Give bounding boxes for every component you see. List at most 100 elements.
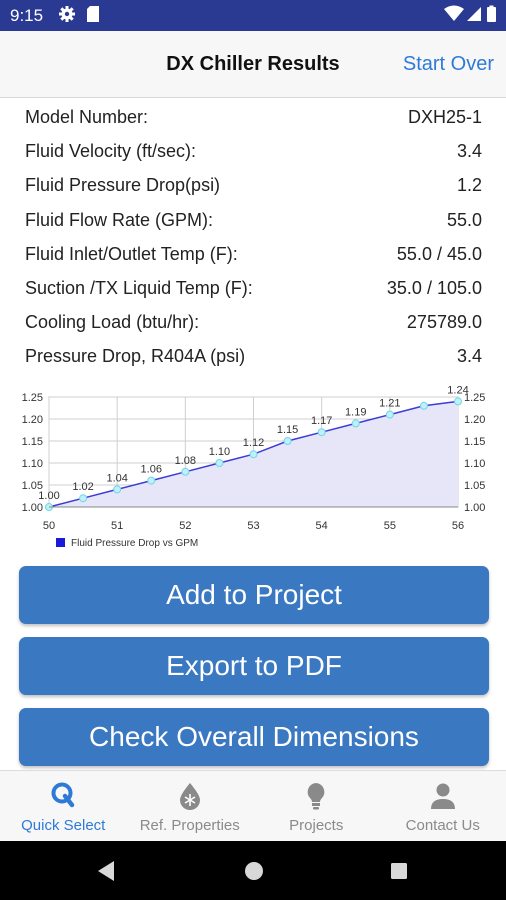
legend-label: Fluid Pressure Drop vs GPM <box>71 538 198 549</box>
result-row-fluid-temp: Fluid Inlet/Outlet Temp (F): 55.0 / 45.0 <box>25 237 482 271</box>
series-point <box>249 450 258 459</box>
y-tick-label-left: 1.25 <box>22 392 43 404</box>
data-label: 1.10 <box>209 446 230 458</box>
x-tick-label: 55 <box>384 520 396 532</box>
result-value: 35.0 / 105.0 <box>386 277 482 298</box>
result-label: Suction /TX Liquid Temp (F): <box>25 277 253 298</box>
system-navigation-bar <box>0 841 506 900</box>
result-row-fluid-pressure-drop: Fluid Pressure Drop(psi) 1.2 <box>25 168 482 202</box>
series-point <box>419 401 428 410</box>
y-tick-label-left: 1.05 <box>22 480 43 492</box>
result-value: 3.4 <box>456 141 482 162</box>
result-row-model-number: Model Number: DXH25-1 <box>25 100 482 134</box>
data-label: 1.24 <box>447 384 468 396</box>
tab-label: Quick Select <box>21 817 106 834</box>
y-tick-label-right: 1.25 <box>464 392 485 404</box>
x-tick-label: 52 <box>179 520 191 532</box>
x-tick-label: 53 <box>247 520 259 532</box>
snowflake-drop-icon <box>177 781 203 816</box>
result-label: Fluid Flow Rate (GPM): <box>25 209 214 230</box>
series-point <box>351 419 360 428</box>
tab-bar: Quick Select Ref. Properties Projects Co… <box>0 770 506 841</box>
person-icon <box>430 781 456 816</box>
series-point <box>283 437 292 445</box>
result-value: 55.0 <box>446 209 482 230</box>
series-point <box>317 428 326 437</box>
tab-quick-select[interactable]: Quick Select <box>0 771 127 842</box>
data-label: 1.12 <box>243 437 264 449</box>
x-tick-label: 56 <box>452 520 464 532</box>
tab-label: Projects <box>289 817 344 834</box>
result-row-fluid-flow-rate: Fluid Flow Rate (GPM): 55.0 <box>25 203 482 237</box>
result-value: 1.2 <box>456 175 482 196</box>
navigation-bar: DX Chiller Results Start Over <box>0 31 506 98</box>
battery-icon <box>486 5 497 28</box>
result-value: 275789.0 <box>406 312 482 333</box>
start-over-button[interactable]: Start Over <box>402 53 494 75</box>
data-label: 1.19 <box>345 406 366 418</box>
y-tick-label-left: 1.10 <box>22 458 43 470</box>
wifi-icon <box>444 5 464 28</box>
quick-select-icon <box>50 781 76 816</box>
status-time: 9:15 <box>10 6 44 25</box>
check-dimensions-button[interactable]: Check Overall Dimensions <box>19 708 489 766</box>
y-tick-label-left: 1.15 <box>22 436 43 448</box>
result-label: Fluid Velocity (ft/sec): <box>25 141 197 162</box>
result-value: 3.4 <box>456 346 482 367</box>
recents-icon[interactable] <box>390 862 408 885</box>
x-tick-label: 54 <box>316 520 328 532</box>
x-tick-label: 50 <box>43 520 55 532</box>
add-to-project-button[interactable]: Add to Project <box>19 566 489 624</box>
data-label: 1.08 <box>175 455 196 467</box>
chart-svg: 1.00 1.001.05 1.051.10 1.101.15 1.151.20 1.20… <box>22 384 486 549</box>
data-label: 1.15 <box>277 424 298 436</box>
status-bar: 9:15 <box>0 0 506 31</box>
series-point <box>454 397 462 406</box>
page-title: DX Chiller Results <box>166 53 340 75</box>
tab-contact-us[interactable]: Contact Us <box>380 771 506 842</box>
y-tick-label-right: 1.00 <box>464 502 485 514</box>
sd-card-icon <box>86 5 100 28</box>
result-row-cooling-load: Cooling Load (btu/hr): 275789.0 <box>25 305 482 339</box>
result-value: 55.0 / 45.0 <box>396 243 482 264</box>
series-point <box>181 467 190 476</box>
series-point <box>385 410 394 419</box>
data-label: 1.06 <box>141 464 162 476</box>
y-tick-label-right: 1.10 <box>464 458 485 470</box>
result-label: Pressure Drop, R404A (psi) <box>25 346 246 367</box>
series-point <box>113 485 122 494</box>
y-tick-label-right: 1.05 <box>464 480 485 492</box>
result-label: Model Number: <box>25 107 149 127</box>
y-tick-label-right: 1.15 <box>464 436 485 448</box>
result-row-fluid-velocity: Fluid Velocity (ft/sec): 3.4 <box>25 134 482 168</box>
tab-label: Contact Us <box>405 817 480 834</box>
y-tick-label-right: 1.20 <box>464 414 485 426</box>
export-pdf-button[interactable]: Export to PDF <box>19 637 489 695</box>
settings-gear-icon <box>58 5 76 28</box>
back-icon[interactable] <box>96 860 116 887</box>
series-point <box>215 459 224 467</box>
x-tick-label: 51 <box>111 520 123 532</box>
tab-projects[interactable]: Projects <box>253 771 380 842</box>
result-row-suction-liquid-temp: Suction /TX Liquid Temp (F): 35.0 / 105.… <box>25 271 482 305</box>
result-label: Fluid Pressure Drop(psi) <box>25 175 221 196</box>
result-value: DXH25-1 <box>407 107 482 127</box>
legend-swatch <box>56 538 65 547</box>
series-point <box>147 476 156 485</box>
home-icon[interactable] <box>244 861 264 886</box>
data-label: 1.02 <box>72 481 93 493</box>
tab-label: Ref. Properties <box>139 817 240 834</box>
y-tick-label-left: 1.20 <box>22 414 43 426</box>
result-label: Cooling Load (btu/hr): <box>25 312 200 333</box>
tab-ref-properties[interactable]: Ref. Properties <box>127 771 254 842</box>
pressure-drop-chart: 1.00 1.00 1.05 1.05 1.10 1.10 1.15 1.15 1.20 1.20… <box>0 380 506 555</box>
series-point <box>79 494 88 503</box>
data-label: 1.00 <box>38 490 59 502</box>
results-list: Model Number: DXH25-1 Fluid Velocity (ft… <box>25 100 482 374</box>
data-label: 1.21 <box>379 398 400 410</box>
signal-icon <box>466 5 482 28</box>
result-row-refrigerant-pressure-drop: Pressure Drop, R404A (psi) 3.4 <box>25 339 482 373</box>
result-label: Fluid Inlet/Outlet Temp (F): <box>25 243 238 264</box>
y-tick-label-left: 1.00 <box>22 502 43 514</box>
lightbulb-icon <box>303 781 329 816</box>
